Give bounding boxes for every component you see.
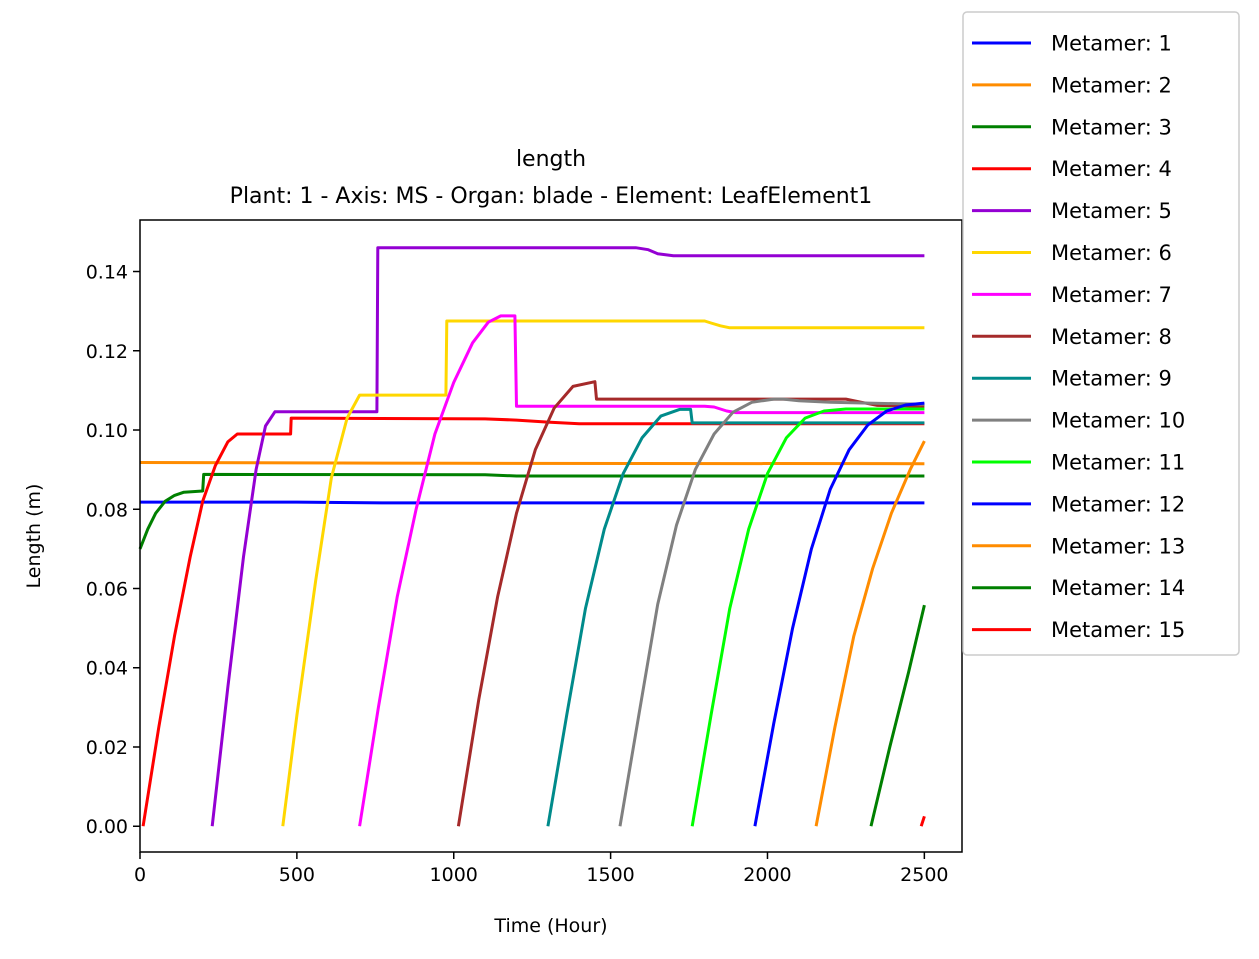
legend-label: Metamer: 5 [1051,199,1172,223]
legend-label: Metamer: 3 [1051,115,1172,139]
legend-label: Metamer: 15 [1051,618,1185,642]
y-axis: 0.00 0.02 0.04 0.06 0.08 0.10 0.12 0.14 [86,262,140,838]
series-line-7 [358,314,925,827]
legend-label: Metamer: 7 [1051,283,1172,307]
series-line-12 [753,401,925,827]
x-tick-label: 1500 [586,864,634,886]
series-line-4 [141,416,925,827]
legend-label: Metamer: 12 [1051,492,1185,516]
legend-label: Metamer: 1 [1051,32,1172,56]
series-line-1 [140,500,925,505]
x-tick-label: 500 [279,864,315,886]
y-tick-label: 0.06 [86,579,128,601]
x-axis-label: Time (Hour) [493,915,607,937]
legend-label: Metamer: 4 [1051,157,1172,181]
legend-label: Metamer: 2 [1051,73,1172,97]
legend-label: Metamer: 13 [1051,534,1185,558]
legend: Metamer: 1 Metamer: 2 Metamer: 3 Metamer: 4… [962,11,1240,656]
series-line-11 [690,407,925,827]
y-tick-label: 0.10 [86,420,128,442]
series-line-9 [546,407,925,827]
chart-title: length [516,147,586,172]
y-axis-label: Length (m) [23,484,45,589]
plot-frame [139,219,963,853]
chart-subtitle: Plant: 1 - Axis: MS - Organ: blade - Ele… [230,184,873,209]
x-tick-label: 2000 [743,864,791,886]
series-line-10 [618,397,925,827]
series-line-6 [281,319,925,827]
legend-label: Metamer: 6 [1051,241,1172,265]
y-tick-label: 0.14 [86,262,128,284]
y-tick-label: 0.00 [86,816,128,838]
legend-label: Metamer: 10 [1051,409,1185,433]
y-tick-label: 0.04 [86,658,128,680]
legend-box [962,11,1240,656]
x-axis: 0 500 1000 1500 2000 2500 [134,852,949,886]
legend-label: Metamer: 9 [1051,367,1172,391]
legend-items: Metamer: 1 Metamer: 2 Metamer: 3 Metamer: 4… [972,32,1185,642]
y-tick-label: 0.08 [86,499,128,521]
x-tick-label: 0 [134,864,146,886]
series-line-3 [138,472,925,550]
legend-label: Metamer: 14 [1051,576,1185,600]
legend-label: Metamer: 8 [1051,325,1172,349]
y-tick-label: 0.12 [86,341,128,363]
series-line-14 [869,604,926,827]
series-line-8 [456,380,925,827]
x-tick-label: 2500 [900,864,948,886]
series-line-15 [919,815,926,827]
series-line-5 [210,246,925,827]
legend-label: Metamer: 11 [1051,451,1185,475]
y-tick-label: 0.02 [86,737,128,759]
series-line-2 [139,461,925,466]
series-line-13 [814,440,926,827]
x-tick-label: 1000 [430,864,478,886]
series-layer [138,246,926,827]
